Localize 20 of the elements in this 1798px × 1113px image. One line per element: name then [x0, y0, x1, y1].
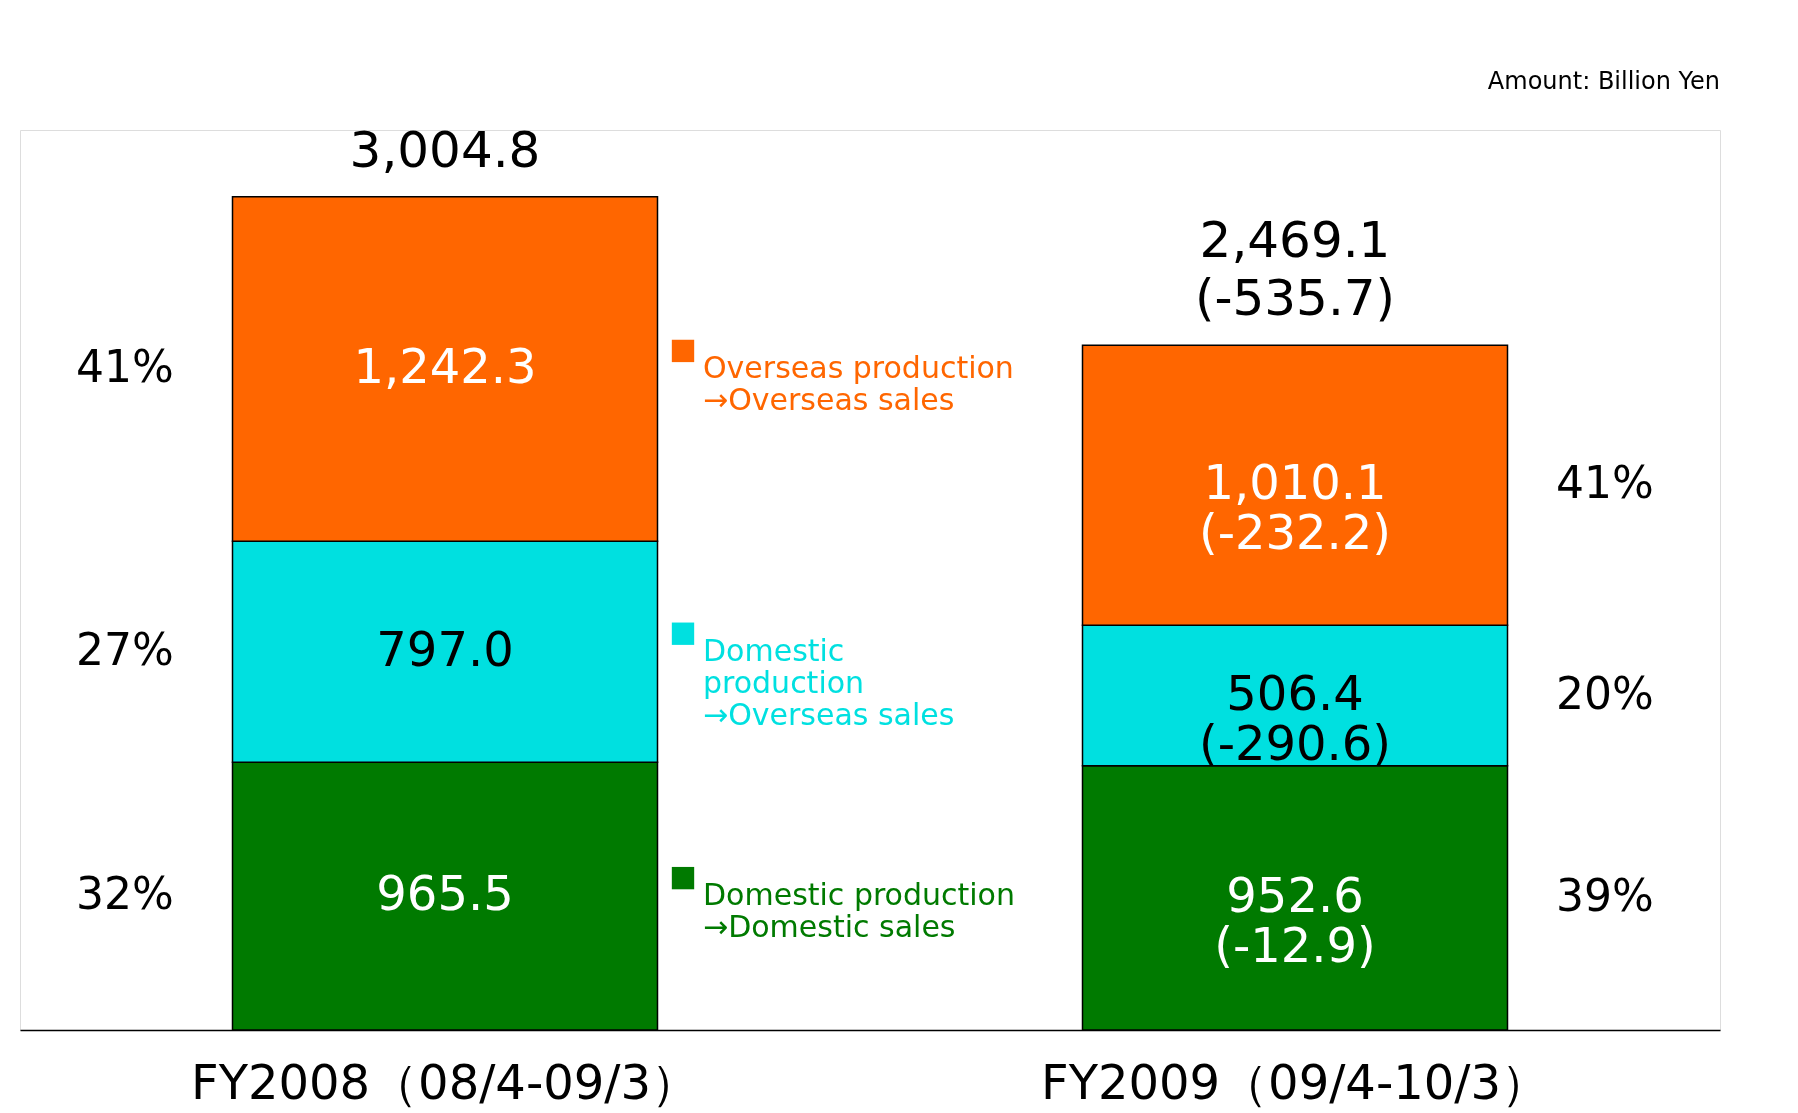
data-label: 797.0: [376, 620, 514, 677]
annotation: 27%: [76, 623, 174, 675]
data-label: 1,242.3: [353, 337, 537, 394]
x-tick-label: FY2008（08/4-09/3）: [191, 1053, 699, 1110]
text: Amount: Billion Yen: [1487, 67, 1720, 95]
legend-label: Domestic production →Overseas sales: [703, 632, 955, 732]
legend-label: Overseas production →Overseas sales: [703, 349, 1014, 417]
x-tick-label: FY2009（09/4-10/3）: [1041, 1053, 1549, 1110]
data-label: 965.5: [376, 865, 514, 922]
data-label: 952.6 (-12.9): [1214, 866, 1376, 973]
total-label: 2,469.1 (-535.7): [1194, 211, 1396, 328]
data-label: 506.4 (-290.6): [1198, 664, 1392, 771]
annotation: 20%: [1556, 667, 1654, 719]
annotation: 39%: [1556, 869, 1654, 921]
annotation: 41%: [76, 340, 174, 392]
annotation: 32%: [76, 868, 174, 920]
legend-label: Domestic production →Domestic sales: [703, 877, 1015, 945]
total-label: 3,004.8: [349, 120, 541, 179]
annotation: 41%: [1556, 457, 1654, 509]
data-label: 1,010.1 (-232.2): [1198, 454, 1392, 561]
